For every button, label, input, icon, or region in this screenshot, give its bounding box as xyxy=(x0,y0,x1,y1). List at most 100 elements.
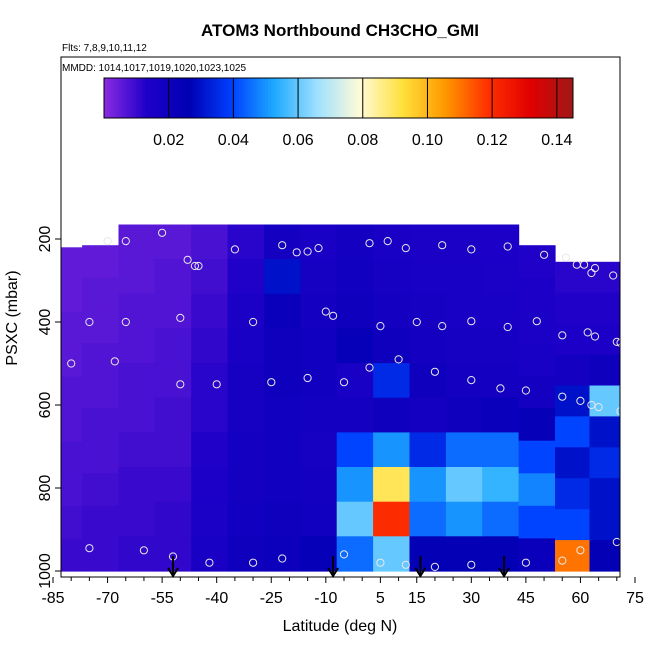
heatmap-cell xyxy=(446,502,483,537)
colorbar-segment xyxy=(558,78,561,118)
heatmap-cell xyxy=(590,293,622,325)
colorbar-segment xyxy=(321,78,324,118)
colorbar-segment xyxy=(497,78,500,118)
heatmap-cell xyxy=(82,376,119,409)
colorbar-segment xyxy=(309,78,312,118)
colorbar-segment xyxy=(300,78,303,118)
heatmap-cell xyxy=(446,398,483,433)
heatmap-cell xyxy=(337,502,374,537)
heatmap-cell xyxy=(300,502,337,537)
colorbar-segment xyxy=(157,78,160,118)
colorbar-segment xyxy=(447,78,450,118)
colorbar-segment xyxy=(154,78,157,118)
heatmap-cell xyxy=(446,467,483,502)
heatmap-cell xyxy=(373,502,410,537)
heatmap-cell xyxy=(300,259,337,294)
heatmap-cell xyxy=(300,467,337,502)
y-tick-label: 600 xyxy=(37,392,54,419)
heatmap-cell xyxy=(228,294,265,329)
colorbar-segment xyxy=(277,78,280,118)
heatmap-cell xyxy=(191,467,228,502)
heatmap-cell xyxy=(373,432,410,467)
sample-point xyxy=(628,551,635,558)
colorbar-segment xyxy=(280,78,283,118)
colorbar-segment xyxy=(315,78,318,118)
colorbar-segment xyxy=(421,78,424,118)
colorbar-segment xyxy=(221,78,224,118)
colorbar-segment xyxy=(142,78,145,118)
colorbar-segment xyxy=(523,78,526,118)
colorbar-segment xyxy=(532,78,535,118)
colorbar-segment xyxy=(212,78,215,118)
colorbar-segment xyxy=(333,78,336,118)
heatmap-cell xyxy=(446,294,483,329)
colorbar-segment xyxy=(119,78,122,118)
x-tick-label: -55 xyxy=(151,590,174,607)
colorbar-segment xyxy=(441,78,444,118)
heatmap-cell xyxy=(482,225,519,260)
heatmap-cell xyxy=(621,355,650,387)
x-tick-label: 45 xyxy=(517,590,535,607)
colorbar-segment xyxy=(160,78,163,118)
colorbar-segment xyxy=(318,78,321,118)
colorbar-segment xyxy=(242,78,245,118)
heatmap-cell xyxy=(119,467,156,502)
colorbar-segment xyxy=(485,78,488,118)
colorbar-segment xyxy=(286,78,289,118)
colorbar-segment xyxy=(476,78,479,118)
colorbar-segment xyxy=(359,78,362,118)
colorbar-segment xyxy=(295,78,298,118)
colorbar-segment xyxy=(385,78,388,118)
heatmap-cell xyxy=(410,294,447,329)
heatmap-cell xyxy=(228,536,265,571)
colorbar-segment xyxy=(406,78,409,118)
colorbar-segment xyxy=(210,78,213,118)
colorbar-segment xyxy=(356,78,359,118)
y-axis-label: PSXC (mbar) xyxy=(4,270,21,365)
colorbar-segment xyxy=(529,78,532,118)
heatmap-cell xyxy=(82,506,119,539)
colorbar-segment xyxy=(552,78,555,118)
colorbar-segment xyxy=(506,78,509,118)
colorbar-segment xyxy=(289,78,292,118)
colorbar-segment xyxy=(467,78,470,118)
colorbar-tick-label: 0.12 xyxy=(477,132,508,149)
x-tick-label: -10 xyxy=(314,590,337,607)
colorbar-segment xyxy=(256,78,259,118)
chart-title: ATOM3 Northbound CH3CHO_GMI xyxy=(201,21,479,40)
heatmap-cell xyxy=(228,502,265,537)
colorbar-segment xyxy=(274,78,277,118)
heatmap-cell xyxy=(482,502,519,537)
colorbar-segment xyxy=(259,78,262,118)
colorbar-segment xyxy=(453,78,456,118)
colorbar-segment xyxy=(564,78,567,118)
heatmap-cell xyxy=(555,540,590,572)
colorbar-segment xyxy=(544,78,547,118)
heatmap-cell xyxy=(446,328,483,363)
heatmap-cell xyxy=(264,467,301,502)
colorbar-segment xyxy=(136,78,139,118)
colorbar-segment xyxy=(509,78,512,118)
colorbar-segment xyxy=(535,78,538,118)
heatmap-cell xyxy=(590,416,622,448)
colorbar-segment xyxy=(174,78,177,118)
heatmap-cell xyxy=(82,310,119,343)
x-tick-label: -25 xyxy=(260,590,283,607)
colorbar-segment xyxy=(292,78,295,118)
heatmap-cell xyxy=(482,467,519,502)
heatmap-cell xyxy=(410,502,447,537)
colorbar-segment xyxy=(341,78,344,118)
colorbar-segment xyxy=(145,78,148,118)
colorbar-tick-label: 0.04 xyxy=(218,132,249,149)
heatmap-cell xyxy=(155,294,192,329)
colorbar-segment xyxy=(435,78,438,118)
heatmap-cell xyxy=(555,293,590,325)
colorbar-segment xyxy=(473,78,476,118)
colorbar-segment xyxy=(350,78,353,118)
sample-point xyxy=(631,343,638,350)
heatmap-cell xyxy=(82,278,119,311)
colorbar-segment xyxy=(127,78,130,118)
colorbar-segment xyxy=(418,78,421,118)
x-tick-label: 5 xyxy=(376,590,385,607)
colorbar-segment xyxy=(151,78,154,118)
